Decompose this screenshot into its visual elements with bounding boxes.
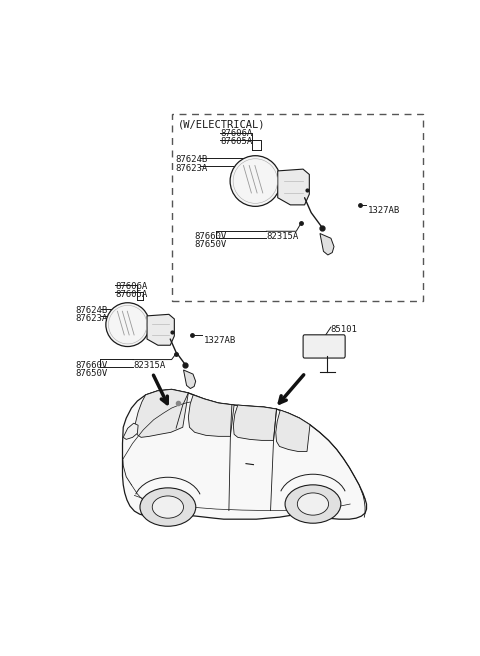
Text: 1327AB: 1327AB bbox=[368, 206, 400, 215]
Polygon shape bbox=[233, 405, 276, 440]
Text: 87650V: 87650V bbox=[194, 240, 226, 249]
Polygon shape bbox=[123, 423, 138, 440]
Ellipse shape bbox=[285, 485, 341, 523]
Text: 87650V: 87650V bbox=[76, 369, 108, 378]
Text: 82315A: 82315A bbox=[266, 232, 299, 241]
Text: 1327AB: 1327AB bbox=[204, 337, 237, 345]
Polygon shape bbox=[122, 390, 367, 519]
Polygon shape bbox=[134, 390, 188, 438]
Text: 82315A: 82315A bbox=[133, 361, 165, 369]
Text: 87624B: 87624B bbox=[76, 306, 108, 315]
Polygon shape bbox=[147, 314, 174, 345]
Text: 87660V: 87660V bbox=[76, 361, 108, 369]
Text: 87660V: 87660V bbox=[194, 232, 226, 241]
Polygon shape bbox=[276, 410, 310, 451]
Bar bbox=[172, 114, 423, 301]
Polygon shape bbox=[278, 169, 309, 205]
FancyBboxPatch shape bbox=[303, 335, 345, 358]
Ellipse shape bbox=[106, 302, 149, 346]
Text: 87605A: 87605A bbox=[115, 290, 147, 299]
Text: 87624B: 87624B bbox=[175, 155, 207, 165]
Text: 87623A: 87623A bbox=[175, 163, 207, 173]
Polygon shape bbox=[183, 370, 196, 388]
Text: (W/ELECTRICAL): (W/ELECTRICAL) bbox=[178, 119, 265, 129]
Polygon shape bbox=[188, 395, 234, 436]
Ellipse shape bbox=[140, 488, 196, 526]
Text: 85101: 85101 bbox=[331, 325, 358, 334]
Text: 87623A: 87623A bbox=[76, 314, 108, 323]
Ellipse shape bbox=[230, 155, 281, 207]
Ellipse shape bbox=[152, 496, 183, 518]
Ellipse shape bbox=[297, 493, 329, 515]
Text: 87606A: 87606A bbox=[115, 282, 147, 291]
Text: 87606A: 87606A bbox=[220, 129, 252, 138]
Polygon shape bbox=[320, 234, 334, 255]
Text: 87605A: 87605A bbox=[220, 137, 252, 146]
